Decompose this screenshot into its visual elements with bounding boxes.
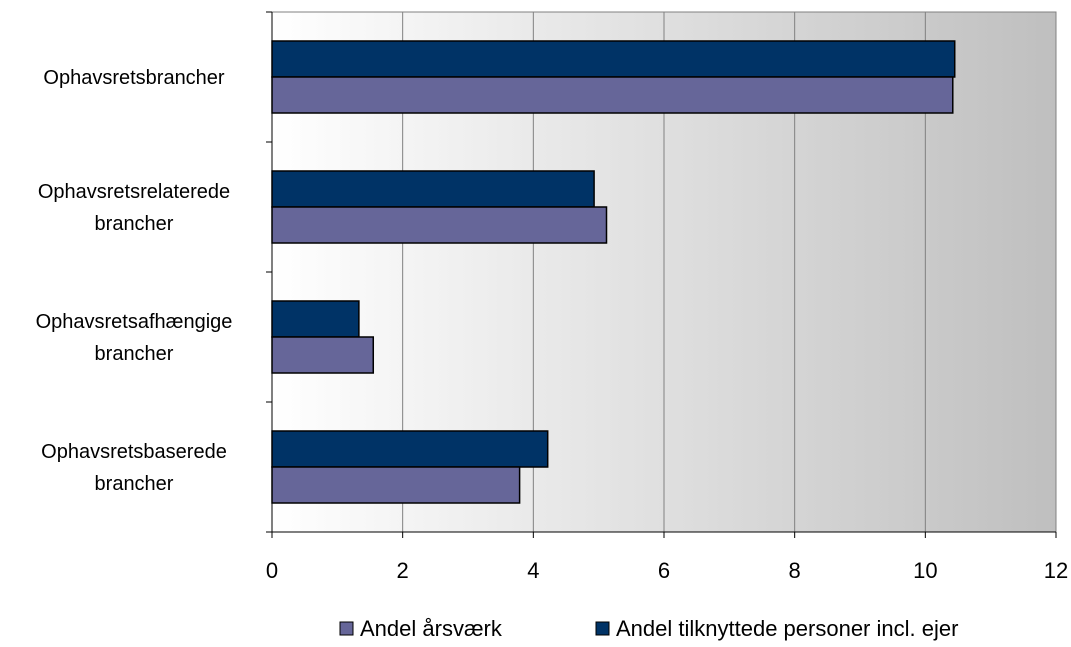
category-label: Ophavsretsrelaterede brancher xyxy=(38,181,230,235)
bar xyxy=(271,466,521,504)
x-tick-label: 0 xyxy=(266,558,278,583)
legend-label: Andel tilknyttede personer incl. ejer xyxy=(616,616,958,641)
x-tick-label: 10 xyxy=(913,558,937,583)
legend: Andel årsværk Andel tilknyttede personer … xyxy=(339,616,958,641)
legend-swatch xyxy=(339,621,354,636)
category-label: Ophavsretsafhængige brancher xyxy=(36,311,233,365)
bar xyxy=(271,40,956,78)
category-label: Ophavsretsbaserede brancher xyxy=(41,441,227,495)
x-tick-label: 2 xyxy=(397,558,409,583)
category-labels: Ophavsretsbrancher Ophavsretsrelaterede br… xyxy=(36,67,233,495)
bar xyxy=(271,206,608,244)
bar xyxy=(271,76,954,114)
category-label: Ophavsretsbrancher xyxy=(43,67,225,89)
bar xyxy=(271,300,360,338)
bar xyxy=(271,430,549,468)
legend-label: Andel årsværk xyxy=(360,616,503,641)
bar xyxy=(271,336,375,374)
bar xyxy=(271,170,595,208)
x-tick-label: 8 xyxy=(789,558,801,583)
x-tick-label: 12 xyxy=(1044,558,1068,583)
x-tick-label: 4 xyxy=(527,558,539,583)
axes xyxy=(266,11,1057,538)
legend-swatch xyxy=(595,621,610,636)
x-tick-labels: 0 2 4 6 8 10 12 xyxy=(266,558,1068,583)
x-tick-label: 6 xyxy=(658,558,670,583)
